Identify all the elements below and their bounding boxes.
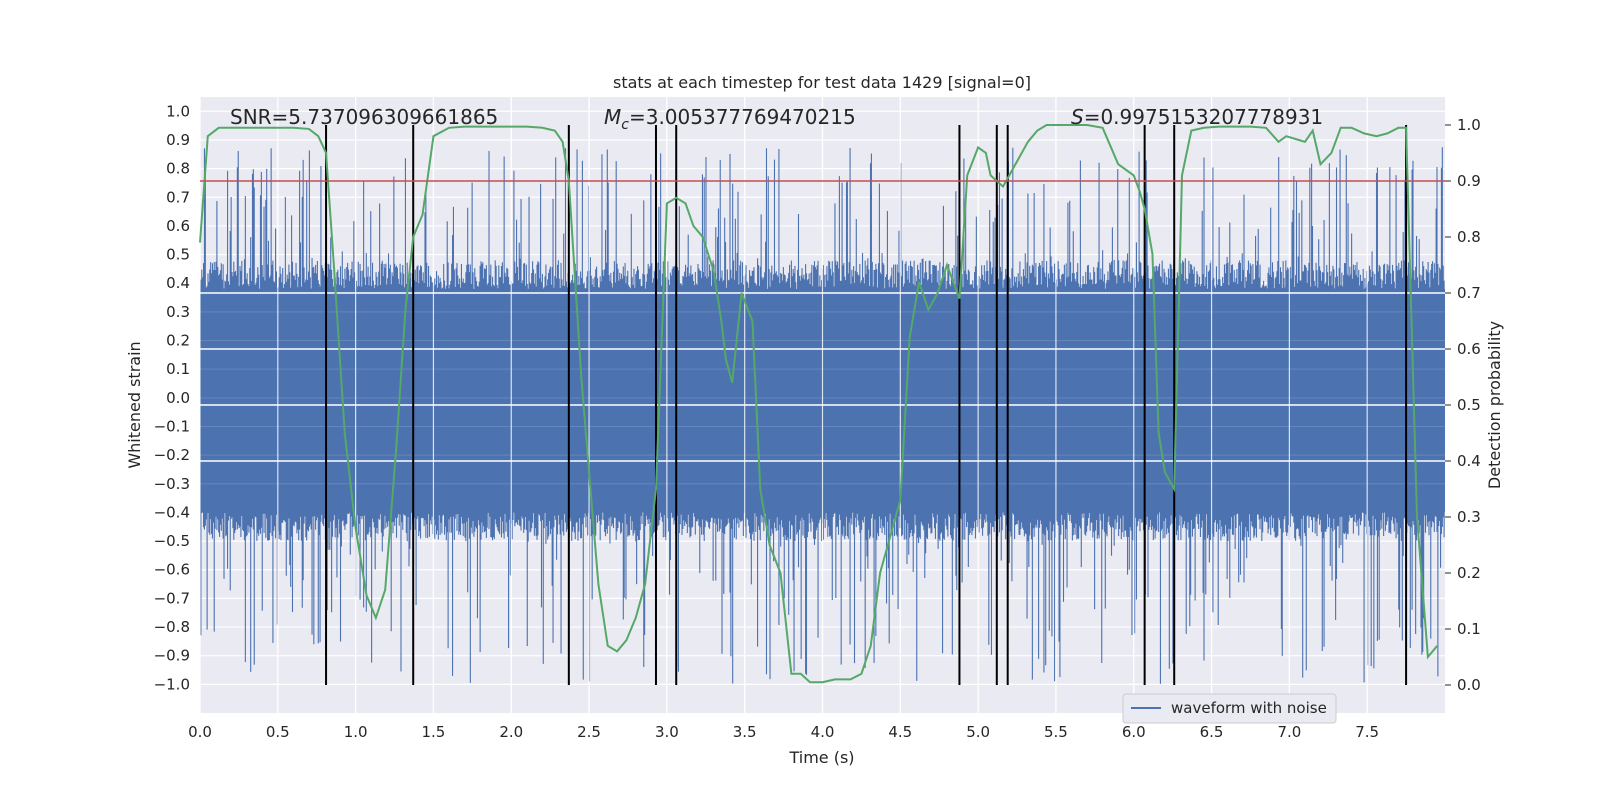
y-tick-label: −0.7 [154, 589, 190, 607]
x-axis-label: Time (s) [788, 748, 854, 767]
x-tick-label: 0.0 [188, 723, 212, 741]
right-axis-ticks: 0.0 0.1 0.2 0.3 0.4 0.5 0.6 0.7 0.8 0.9 1.0 [1445, 116, 1481, 694]
x-tick-label: 1.0 [344, 723, 368, 741]
y2-tick-label: 1.0 [1457, 116, 1481, 134]
y-tick-label: −0.8 [154, 618, 190, 636]
vertical-event-lines [325, 125, 1408, 685]
legend-label: waveform with noise [1171, 699, 1327, 717]
y-tick-label: 0.1 [166, 360, 190, 378]
snr-annotation: SNR=5.737096309661865 [230, 105, 498, 129]
y-tick-label: 0.0 [166, 389, 190, 407]
chirp-mass-symbol: M [604, 105, 621, 129]
y-tick-label: 0.3 [166, 303, 190, 321]
x-tick-label: 3.0 [655, 723, 679, 741]
probability-line [199, 124, 1438, 684]
x-tick-label: 4.5 [888, 723, 912, 741]
y-tick-label: 0.4 [166, 274, 190, 292]
y-tick-label: −0.2 [154, 446, 190, 464]
y2-tick-label: 0.7 [1457, 284, 1481, 302]
left-axis-ticks: −1.0 −0.9 −0.8 −0.7 −0.6 −0.5 −0.4 −0.3 −0.2 −0.1… [154, 102, 190, 693]
y2-tick-label: 0.0 [1457, 676, 1481, 694]
y2-tick-label: 0.8 [1457, 228, 1481, 246]
y-tick-label: 0.5 [166, 246, 190, 264]
y-tick-label: −0.4 [154, 503, 190, 521]
legend: waveform with noise [1122, 693, 1337, 724]
y2-axis-label: Detection probability [1485, 321, 1504, 489]
x-tick-label: 1.5 [422, 723, 446, 741]
y-tick-label: 0.6 [166, 217, 190, 235]
y-tick-label: 0.9 [166, 131, 190, 149]
chirp-mass-annotation: Mc=3.005377769470215 [604, 105, 856, 133]
x-tick-label: 2.0 [499, 723, 523, 741]
score-symbol: S [1071, 105, 1084, 129]
y-tick-label: −0.6 [154, 561, 190, 579]
y2-tick-label: 0.3 [1457, 508, 1481, 526]
x-tick-label: 5.0 [966, 723, 990, 741]
x-tick-label: 4.0 [811, 723, 835, 741]
y2-tick-label: 0.6 [1457, 340, 1481, 358]
probability-series [199, 124, 1438, 684]
waveform-series [200, 97, 1445, 713]
y-tick-label: 0.2 [166, 332, 190, 350]
x-tick-label: 3.5 [733, 723, 757, 741]
x-axis-ticks: 0.0 0.5 1.0 1.5 2.0 2.5 3.0 3.5 4.0 4.5 5.0 5.5 6.0 6… [188, 723, 1379, 741]
chart-title: stats at each timestep for test data 142… [613, 73, 1031, 92]
y2-tick-label: 0.5 [1457, 396, 1481, 414]
x-tick-label: 0.5 [266, 723, 290, 741]
y-tick-label: −0.1 [154, 417, 190, 435]
x-tick-label: 6.5 [1200, 723, 1224, 741]
x-tick-label: 2.5 [577, 723, 601, 741]
x-tick-label: 6.0 [1122, 723, 1146, 741]
y-tick-label: 1.0 [166, 102, 190, 120]
y-tick-label: −0.5 [154, 532, 190, 550]
y2-tick-label: 0.2 [1457, 564, 1481, 582]
y-tick-label: 0.8 [166, 160, 190, 178]
y-tick-label: −0.9 [154, 647, 190, 665]
x-tick-label: 7.0 [1277, 723, 1301, 741]
y-tick-label: 0.7 [166, 188, 190, 206]
y2-tick-label: 0.4 [1457, 452, 1481, 470]
x-tick-label: 7.5 [1355, 723, 1379, 741]
y-tick-label: −0.3 [154, 475, 190, 493]
chirp-mass-value: =3.005377769470215 [629, 105, 856, 129]
score-annotation: S=0.9975153207778931 [1071, 105, 1323, 129]
y2-tick-label: 0.9 [1457, 172, 1481, 190]
legend-box [1122, 693, 1337, 724]
y2-tick-label: 0.1 [1457, 620, 1481, 638]
y-tick-label: −1.0 [154, 675, 190, 693]
score-value: =0.9975153207778931 [1084, 105, 1323, 129]
y-axis-label: Whitened strain [125, 341, 144, 468]
x-tick-label: 5.5 [1044, 723, 1068, 741]
chirp-mass-subscript: c [621, 117, 629, 133]
